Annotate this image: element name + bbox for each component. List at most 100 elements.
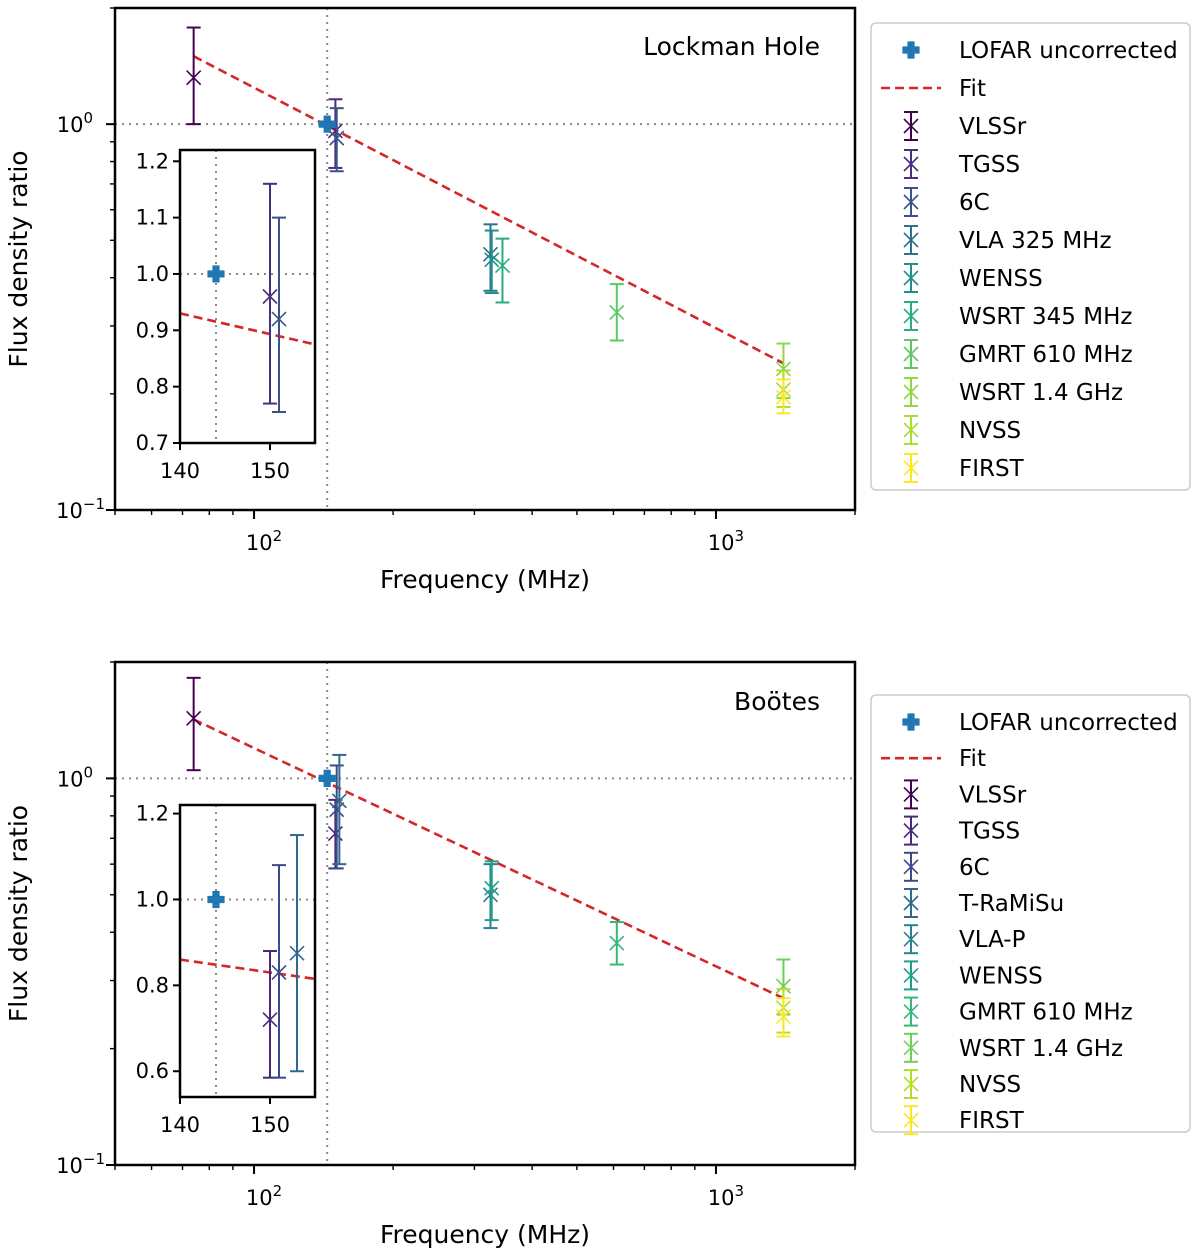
x-tick-label: 103 xyxy=(708,527,744,555)
y-tick-label-base: 10 xyxy=(56,499,83,523)
inset-y-tick-label: 0.8 xyxy=(136,973,169,997)
errorbar-6c xyxy=(329,764,345,870)
y-tick-label-base: 10 xyxy=(57,767,84,791)
y-tick-label: 10−1 xyxy=(56,495,105,523)
legend-symbol-wsrt-345-mhz-marker-b xyxy=(903,308,919,324)
inset-content xyxy=(180,150,315,443)
legend-label: T-RaMiSu xyxy=(958,891,1064,917)
errorbar-6c-marker-b xyxy=(329,802,345,818)
legend-label: WSRT 1.4 GHz xyxy=(959,380,1123,406)
x-tick-label-base: 10 xyxy=(708,1186,735,1210)
x-tick-label: 102 xyxy=(246,527,282,555)
legend-symbol-wenss xyxy=(903,960,919,991)
errorbar-t-ramisu xyxy=(331,753,347,866)
errorbar-vla-325-mhz-marker-b xyxy=(482,246,499,262)
legend-symbol-tgss-marker-b xyxy=(903,823,919,839)
inset-errorbar-6c xyxy=(271,864,287,1079)
legend-symbol-tgss-marker-b xyxy=(903,156,919,172)
inset-y-tick-label: 0.7 xyxy=(136,431,169,455)
legend-label: WSRT 1.4 GHz xyxy=(959,1036,1123,1062)
legend-symbol-nvss xyxy=(903,415,919,445)
legend-symbol-vlssr xyxy=(903,779,919,810)
panel-title: Lockman Hole xyxy=(643,32,820,61)
y-tick-label: 10−1 xyxy=(56,1150,105,1178)
inset-y-tick-label: 1.1 xyxy=(136,206,169,230)
legend-lofar-label: LOFAR uncorrected xyxy=(959,710,1178,736)
legend-symbol-vla-p xyxy=(903,924,919,955)
legend: LOFAR uncorrected Fit VLSSr TGSS 6C VLA 325 M… xyxy=(870,22,1191,491)
legend-symbol-wenss-marker-b xyxy=(903,270,919,286)
legend-symbol-6c xyxy=(903,187,919,217)
y-axis-label: Flux density ratio xyxy=(4,805,33,1022)
errorbar-wenss xyxy=(484,229,500,295)
inset-y-tick-label: 0.6 xyxy=(136,1059,169,1083)
legend-label: NVSS xyxy=(959,418,1021,444)
legend-symbol-6c-marker-b xyxy=(903,194,919,210)
legend-label: TGSS xyxy=(958,152,1020,178)
errorbar-wsrt-345-mhz xyxy=(494,237,511,304)
legend-label: WSRT 345 MHz xyxy=(959,304,1132,330)
errorbar-vlssr xyxy=(186,676,202,772)
legend-label: VLA 325 MHz xyxy=(959,228,1112,254)
errorbar-wsrt-1-4-ghz-marker-b xyxy=(775,361,792,377)
inset-errorbar-6c xyxy=(271,216,287,414)
x-tick-label-exp: 3 xyxy=(735,1182,745,1200)
errorbar-6c xyxy=(329,107,345,173)
legend-label: VLSSr xyxy=(959,782,1027,808)
inset-y-tick-label: 1.0 xyxy=(136,887,169,911)
fit-line xyxy=(193,55,785,365)
legend-symbol-first-marker-b xyxy=(903,1112,919,1128)
inset-x-tick-label: 140 xyxy=(160,1113,200,1137)
x-tick-label-exp: 2 xyxy=(273,1182,283,1200)
x-tick-label-exp: 3 xyxy=(735,527,745,545)
legend-label: FIRST xyxy=(959,1108,1025,1134)
legend-symbol-wsrt-1-4-ghz-marker-b xyxy=(903,1040,919,1056)
legend-label: FIRST xyxy=(959,456,1025,482)
legend-label: WENSS xyxy=(959,266,1043,292)
y-tick-label-exp: −1 xyxy=(83,1150,105,1168)
legend-symbol-gmrt-610-mhz-marker-b xyxy=(903,346,919,362)
legend-lofar-label: LOFAR uncorrected xyxy=(959,38,1178,64)
legend-symbol-t-ramisu xyxy=(903,888,919,918)
legend-symbol-wenss xyxy=(903,263,919,293)
legend-label: GMRT 610 MHz xyxy=(959,1000,1133,1026)
errorbar-vla-p xyxy=(482,863,499,930)
legend-symbol-tgss xyxy=(903,815,919,846)
legend-symbol-first xyxy=(903,453,919,483)
legend-box xyxy=(870,22,1191,491)
legend-label: GMRT 610 MHz xyxy=(959,342,1133,368)
legend-symbol-vla-325-mhz xyxy=(903,225,919,255)
x-tick-label: 103 xyxy=(708,1182,744,1210)
axes-frame xyxy=(113,6,857,512)
inset: 0.7 0.8 0.9 1.0 1.1 1.2 140 150 xyxy=(136,148,317,483)
inset-errorbar-tgss-marker-b xyxy=(262,1012,278,1028)
y-tick-label: 100 xyxy=(57,763,93,791)
legend-symbol-nvss-marker-b xyxy=(903,422,919,438)
errorbar-gmrt-610-mhz-marker-b xyxy=(609,935,625,951)
inset-frame xyxy=(178,803,317,1099)
x-tick-label-base: 10 xyxy=(246,1186,273,1210)
inset-fit-line xyxy=(180,312,315,346)
legend-symbol-6c-marker-b xyxy=(903,859,919,875)
legend-fit-label: Fit xyxy=(959,746,986,772)
legend-symbol-first xyxy=(903,1105,919,1136)
inset-y-tick-label: 1.2 xyxy=(136,149,169,173)
legend-lofar-marker xyxy=(902,41,920,59)
inset-y-tick-label: 1.2 xyxy=(136,802,169,826)
errorbar-wsrt-345-mhz-marker-b xyxy=(494,258,511,274)
legend-label: TGSS xyxy=(958,819,1020,845)
legend-symbol-wenss-marker-b xyxy=(903,967,919,983)
lofar-marker xyxy=(318,115,336,133)
legend-label: VLSSr xyxy=(959,114,1027,140)
inset-x-tick-label: 150 xyxy=(250,459,290,483)
legend-symbol-t-ramisu-marker-b xyxy=(903,895,919,911)
errorbar-vlssr-marker-b xyxy=(186,70,202,86)
errorbar-wenss-marker-b xyxy=(484,252,500,268)
panel-title: Boötes xyxy=(734,687,820,716)
legend-symbol-wsrt-1-4-ghz-marker-b xyxy=(903,384,919,400)
y-tick-label-exp: 0 xyxy=(83,109,93,127)
axes-frame xyxy=(113,660,857,1167)
inset-errorbar-6c-marker-b xyxy=(271,311,287,327)
inset-frame xyxy=(178,148,317,445)
